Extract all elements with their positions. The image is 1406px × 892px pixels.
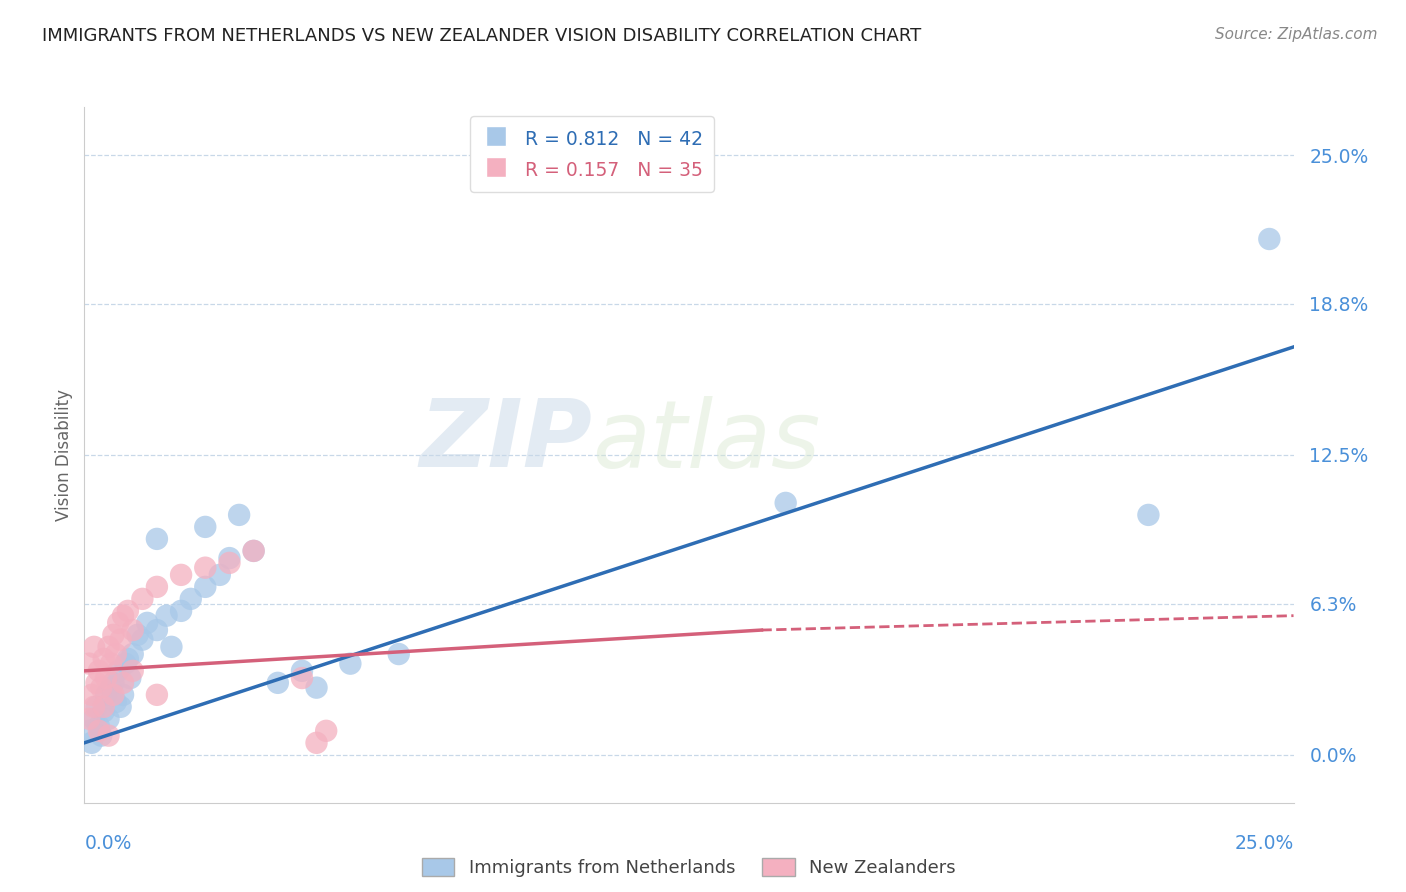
Point xyxy=(117,604,139,618)
Point xyxy=(93,652,115,666)
Point xyxy=(131,591,153,606)
Text: Source: ZipAtlas.com: Source: ZipAtlas.com xyxy=(1215,27,1378,42)
Point xyxy=(93,699,115,714)
Point xyxy=(388,647,411,661)
Point xyxy=(77,712,100,726)
Point xyxy=(83,699,105,714)
Text: ZIP: ZIP xyxy=(419,395,592,487)
Point xyxy=(103,676,125,690)
Point xyxy=(107,615,129,630)
Point xyxy=(97,712,120,726)
Point xyxy=(97,729,120,743)
Point xyxy=(775,496,797,510)
Point xyxy=(305,736,328,750)
Point xyxy=(242,544,264,558)
Point xyxy=(1258,232,1281,246)
Point xyxy=(90,729,112,743)
Point xyxy=(194,580,217,594)
Point xyxy=(114,657,136,671)
Point xyxy=(170,567,193,582)
Point xyxy=(103,688,125,702)
Text: atlas: atlas xyxy=(592,395,821,486)
Point xyxy=(291,671,314,685)
Point xyxy=(194,520,217,534)
Point xyxy=(87,664,110,678)
Point xyxy=(218,551,240,566)
Point xyxy=(77,723,100,738)
Point xyxy=(146,623,169,637)
Point xyxy=(194,560,217,574)
Text: IMMIGRANTS FROM NETHERLANDS VS NEW ZEALANDER VISION DISABILITY CORRELATION CHART: IMMIGRANTS FROM NETHERLANDS VS NEW ZEALA… xyxy=(42,27,921,45)
Point xyxy=(155,608,177,623)
Point xyxy=(228,508,250,522)
Point xyxy=(120,671,142,685)
Point xyxy=(112,688,135,702)
Point xyxy=(121,647,143,661)
Point xyxy=(242,544,264,558)
Point xyxy=(1137,508,1160,522)
Point xyxy=(146,688,169,702)
Point xyxy=(100,681,122,695)
Legend: Immigrants from Netherlands, New Zealanders: Immigrants from Netherlands, New Zealand… xyxy=(415,850,963,884)
Point xyxy=(77,657,100,671)
Point xyxy=(305,681,328,695)
Point xyxy=(93,705,115,719)
Text: 0.0%: 0.0% xyxy=(84,834,132,853)
Point xyxy=(80,688,103,702)
Point xyxy=(83,712,105,726)
Point xyxy=(110,699,132,714)
Point xyxy=(146,580,169,594)
Point xyxy=(180,591,202,606)
Point xyxy=(90,681,112,695)
Point xyxy=(291,664,314,678)
Point xyxy=(208,567,231,582)
Point xyxy=(127,628,149,642)
Text: 25.0%: 25.0% xyxy=(1234,834,1294,853)
Point xyxy=(339,657,361,671)
Point xyxy=(218,556,240,570)
Point xyxy=(80,736,103,750)
Point xyxy=(94,671,117,685)
Point xyxy=(170,604,193,618)
Point xyxy=(83,640,105,654)
Point xyxy=(94,688,117,702)
Point xyxy=(104,647,127,661)
Point xyxy=(160,640,183,654)
Point xyxy=(315,723,337,738)
Point xyxy=(107,664,129,678)
Point xyxy=(97,640,120,654)
Point xyxy=(117,652,139,666)
Point xyxy=(112,676,135,690)
Point xyxy=(87,719,110,733)
Point xyxy=(121,623,143,637)
Point xyxy=(86,699,108,714)
Point xyxy=(131,632,153,647)
Point xyxy=(110,632,132,647)
Y-axis label: Vision Disability: Vision Disability xyxy=(55,389,73,521)
Point xyxy=(267,676,290,690)
Point xyxy=(86,676,108,690)
Point xyxy=(103,628,125,642)
Point xyxy=(112,608,135,623)
Point xyxy=(136,615,159,630)
Point xyxy=(87,723,110,738)
Point xyxy=(100,657,122,671)
Point xyxy=(146,532,169,546)
Point xyxy=(104,695,127,709)
Point xyxy=(121,664,143,678)
